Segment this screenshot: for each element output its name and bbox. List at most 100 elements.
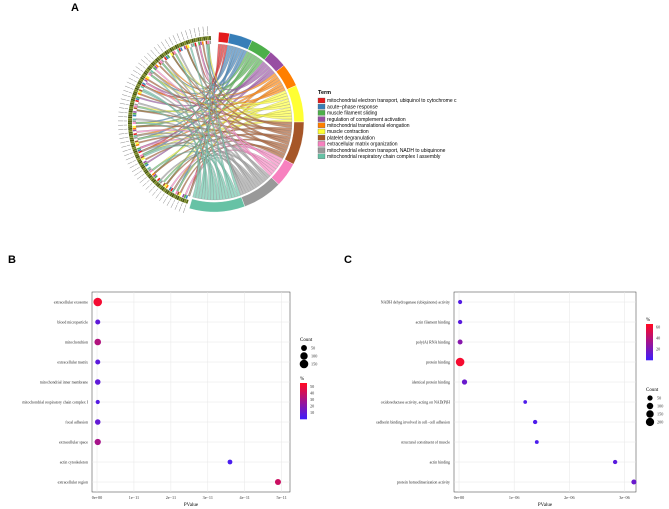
legend-swatch (317, 110, 326, 116)
gene-segment (153, 59, 158, 64)
category-label: cadherin binding involved in cell−cell a… (376, 420, 450, 424)
color-bar-step (300, 408, 307, 411)
legend-label: muscle contraction (327, 129, 369, 135)
color-bar-step (646, 351, 653, 353)
gene-segment (129, 102, 135, 105)
category-label: poly(A) RNA binding (416, 340, 450, 344)
gene-segment (156, 183, 161, 188)
x-tick-label: 2e−11 (166, 495, 176, 500)
membership-cell (199, 41, 203, 46)
membership-cell (192, 42, 196, 47)
gene-segment (169, 192, 173, 197)
gene-segment (128, 110, 133, 113)
data-point (612, 459, 618, 465)
color-bar-step (646, 334, 653, 337)
size-legend-dot (646, 410, 654, 418)
color-bar-step (646, 331, 653, 334)
color-legend-label: 30 (310, 397, 314, 402)
gene-segment (167, 191, 172, 196)
color-bar-step (646, 327, 653, 329)
membership-cell (165, 184, 169, 189)
term-arc (217, 31, 230, 44)
legend-swatch (317, 141, 326, 147)
membership-cell (154, 65, 158, 70)
gene-segment (195, 37, 198, 42)
gene-segment (136, 157, 141, 161)
color-legend-label: 10 (310, 410, 314, 415)
category-label: blood microparticle (57, 320, 88, 324)
gene-segment (208, 36, 211, 41)
membership-cell (137, 148, 142, 152)
gene-segment (143, 71, 148, 76)
color-bar-step (646, 337, 653, 340)
gene-label-tick (118, 132, 128, 135)
legend-label: mitochondrial electron transport, NADH t… (327, 148, 446, 154)
gene-segment (203, 36, 206, 41)
data-point (457, 319, 463, 325)
membership-cell (183, 45, 187, 50)
membership-cell (160, 59, 165, 63)
x-tick-label: 5e−11 (276, 495, 286, 500)
gene-segment (131, 144, 136, 148)
size-legend-dot (645, 417, 655, 427)
gene-label-tick (185, 30, 189, 40)
gene-segment (197, 37, 200, 42)
color-bar-step (646, 342, 653, 344)
color-legend-label: 50 (310, 384, 314, 389)
gene-segment (191, 38, 194, 43)
gene-segment (145, 68, 150, 73)
color-bar-step (646, 355, 653, 358)
membership-cell (135, 97, 140, 101)
gene-segment (164, 50, 168, 56)
color-bar-step (300, 398, 307, 400)
membership-cell (155, 176, 160, 181)
membership-cell (165, 55, 169, 60)
chord-ribbon (163, 155, 220, 201)
size-legend-label: 100 (311, 354, 317, 359)
gene-segment (146, 66, 152, 71)
gene-label-tick (118, 116, 128, 118)
gene-segment (132, 148, 137, 152)
color-legend-label: 20 (656, 346, 660, 351)
gene-segment (164, 189, 169, 194)
legend-swatch (317, 135, 326, 141)
panel-label-a: A (71, 2, 79, 14)
color-bar-step (300, 411, 307, 414)
gene-label-tick (120, 98, 130, 102)
category-label: extracellular matrix (57, 360, 88, 364)
x-tick-label: 0e+00 (92, 495, 103, 500)
term-ring (188, 31, 305, 213)
size-legend-label: 50 (657, 396, 661, 401)
data-point (227, 459, 233, 465)
membership-cell (132, 112, 137, 115)
data-point (94, 338, 102, 346)
gene-segment (162, 187, 167, 193)
membership-cell (158, 61, 162, 66)
gene-segment (128, 127, 133, 130)
gene-label-tick (181, 31, 185, 41)
size-legend-dot (300, 352, 308, 360)
gene-label-tick (121, 144, 131, 148)
color-bar-step (646, 324, 653, 326)
chord-diagram: Term mitochondrial electron transport, ub… (118, 26, 457, 214)
gene-segment (183, 40, 187, 46)
gene-segment (193, 38, 196, 43)
color-bar-step (300, 417, 307, 420)
gene-label-tick (124, 152, 133, 157)
gene-segment (207, 36, 210, 41)
color-bar-step (300, 392, 307, 394)
gene-segment (129, 135, 134, 138)
color-bar-step (646, 345, 653, 347)
gene-segment (132, 92, 137, 96)
membership-cell (136, 94, 141, 98)
gene-segment (143, 168, 148, 173)
gene-segment (145, 171, 150, 176)
membership-cell (185, 194, 189, 199)
gene-segment (142, 167, 147, 171)
size-legend-title: Count (300, 338, 313, 343)
membership-cell (181, 46, 185, 51)
gene-label-tick (120, 140, 130, 144)
membership-cell (140, 85, 145, 89)
gene-segment (162, 51, 167, 57)
category-label: extracellular region (58, 480, 88, 484)
